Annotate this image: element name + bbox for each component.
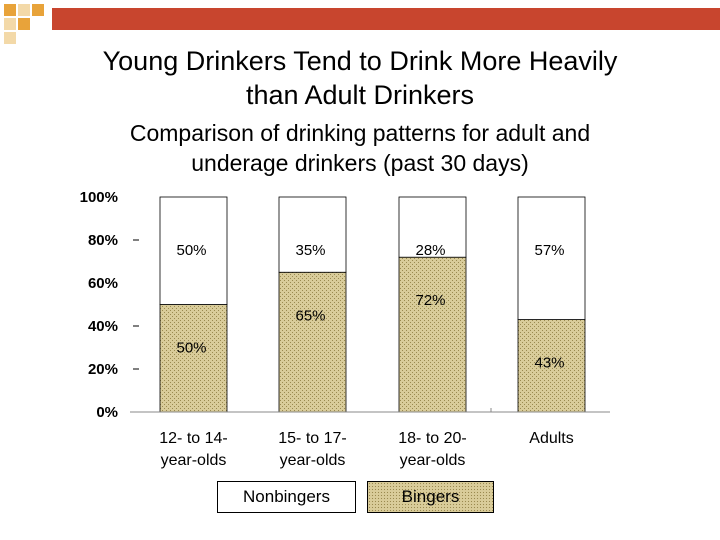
slide-subtitle: Comparison of drinking patterns for adul… <box>40 118 680 178</box>
decorative-squares <box>0 0 60 45</box>
deco-square <box>4 18 16 30</box>
deco-square <box>4 32 16 44</box>
data-label-bingers: 65% <box>295 307 325 324</box>
slide-title: Young Drinkers Tend to Drink More Heavil… <box>40 44 680 112</box>
data-label-bingers: 43% <box>534 355 564 372</box>
bar-bingers <box>398 256 467 413</box>
data-label-nonbingers: 50% <box>176 242 206 259</box>
category-label: year-olds <box>161 452 227 469</box>
category-label: 15- to 17- <box>278 430 346 447</box>
y-tick-label: 40% <box>88 318 118 335</box>
title-line-1: Young Drinkers Tend to Drink More Heavil… <box>102 46 618 76</box>
deco-square <box>4 4 16 16</box>
header-accent-bar <box>52 8 720 30</box>
deco-square <box>32 4 44 16</box>
bar-bingers <box>159 304 228 413</box>
legend-bingers: Bingers <box>367 481 494 513</box>
data-label-nonbingers: 35% <box>295 242 325 259</box>
category-label: year-olds <box>280 452 346 469</box>
category-label: 12- to 14- <box>159 430 227 447</box>
y-tick-label: 100% <box>80 189 118 206</box>
data-label-bingers: 72% <box>415 292 445 309</box>
y-tick-label: 80% <box>88 232 118 249</box>
category-label: year-olds <box>400 452 466 469</box>
y-tick-label: 60% <box>88 275 118 292</box>
legend-bingers-label: Bingers <box>401 487 460 506</box>
legend-nonbingers-label: Nonbingers <box>243 487 330 506</box>
data-label-nonbingers: 28% <box>415 242 445 259</box>
bar-nonbingers <box>159 196 228 305</box>
bar-bingers <box>278 271 347 413</box>
subtitle-line-2: underage drinkers (past 30 days) <box>191 150 529 176</box>
deco-square <box>18 18 30 30</box>
data-label-nonbingers: 57% <box>534 242 564 259</box>
bar-nonbingers <box>398 196 467 258</box>
data-label-bingers: 50% <box>176 340 206 357</box>
category-label: 18- to 20- <box>398 430 466 447</box>
bar-nonbingers <box>517 196 586 320</box>
stacked-bar-chart: 0% 20% 40% 60% 80% 100% 50% 50% 65% 35% 72% 28% 43%… <box>80 189 610 469</box>
bar-nonbingers <box>278 196 347 273</box>
category-label: Adults <box>529 430 573 447</box>
y-tick-label: 20% <box>88 361 118 378</box>
legend-nonbingers: Nonbingers <box>217 481 356 513</box>
subtitle-line-1: Comparison of drinking patterns for adul… <box>129 120 591 146</box>
title-line-2: than Adult Drinkers <box>245 80 475 110</box>
deco-square <box>18 4 30 16</box>
y-tick-label: 0% <box>96 404 118 421</box>
